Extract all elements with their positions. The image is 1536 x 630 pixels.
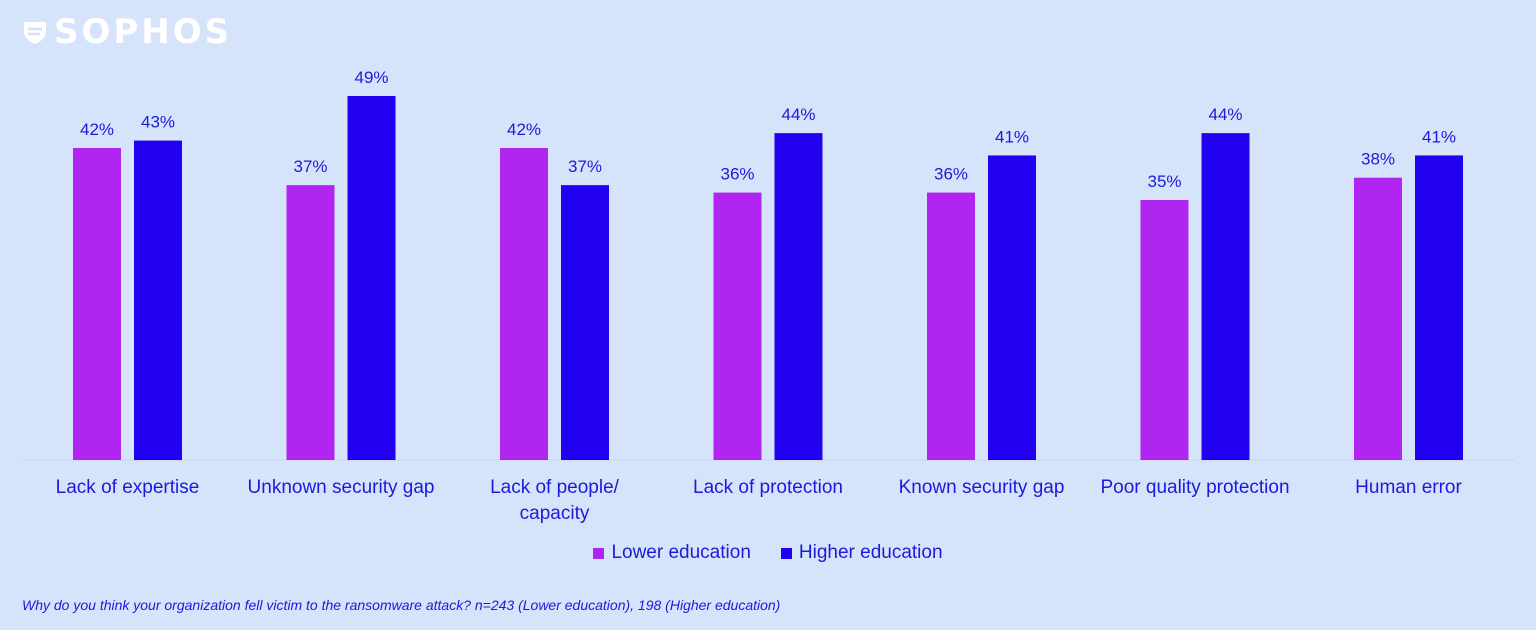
sophos-logo: SOPHOS	[22, 12, 232, 52]
data-label-higher-0: 43%	[141, 113, 175, 132]
bar-higher-6	[1415, 155, 1463, 460]
bar-lower-0	[73, 148, 121, 460]
data-label-higher-3: 44%	[781, 105, 815, 124]
x-tick-label-1: Unknown security gap	[248, 477, 435, 498]
legend-label-higher: Higher education	[798, 542, 943, 563]
bar-lower-4	[927, 192, 975, 461]
bar-higher-5	[1201, 133, 1250, 460]
data-label-lower-4: 36%	[934, 165, 968, 184]
bar-lower-3	[713, 192, 762, 461]
bar-lower-2	[500, 148, 548, 460]
bar-higher-1	[347, 96, 396, 460]
brand-name: SOPHOS	[54, 12, 233, 52]
bar-higher-3	[774, 133, 823, 460]
bar-higher-2	[561, 185, 609, 460]
data-label-higher-6: 41%	[1422, 127, 1456, 146]
legend: Lower education Higher education	[0, 542, 1536, 564]
legend-swatch-higher	[780, 547, 792, 559]
bar-lower-5	[1140, 200, 1189, 460]
x-tick-label-2-line1: capacity	[520, 503, 590, 524]
data-label-lower-0: 42%	[80, 120, 114, 139]
x-tick-label-5: Poor quality protection	[1100, 477, 1289, 498]
shield-icon	[24, 22, 46, 44]
data-label-higher-2: 37%	[568, 157, 602, 176]
data-label-lower-6: 38%	[1361, 150, 1395, 169]
x-tick-label-6: Human error	[1355, 477, 1462, 498]
data-label-lower-3: 36%	[720, 165, 754, 184]
bar-chart: 42% 43% 37% 49% 42% 37% 36% 44% 36% 41% 35% 44% 38% 4…	[22, 68, 1515, 524]
x-tick-label-4: Known security gap	[899, 477, 1065, 498]
data-label-lower-1: 37%	[293, 157, 327, 176]
data-label-lower-5: 35%	[1147, 172, 1181, 191]
legend-item-lower: Lower education	[593, 542, 751, 564]
x-tick-label-0: Lack of expertise	[56, 477, 200, 498]
x-tick-label-2: Lack of people/	[490, 477, 620, 498]
bar-higher-0	[134, 140, 182, 461]
bar-lower-6	[1354, 177, 1402, 460]
legend-item-higher: Higher education	[780, 542, 943, 564]
data-label-lower-2: 42%	[507, 120, 541, 139]
x-tick-label-3: Lack of protection	[693, 477, 843, 498]
footnote: Why do you think your organization fell …	[22, 597, 781, 613]
bar-higher-4	[988, 155, 1036, 460]
data-label-higher-4: 41%	[995, 127, 1029, 146]
legend-label-lower: Lower education	[611, 542, 751, 563]
bar-lower-1	[286, 185, 335, 460]
legend-swatch-lower	[593, 547, 605, 559]
data-label-higher-5: 44%	[1208, 105, 1242, 124]
data-label-higher-1: 49%	[354, 68, 388, 87]
